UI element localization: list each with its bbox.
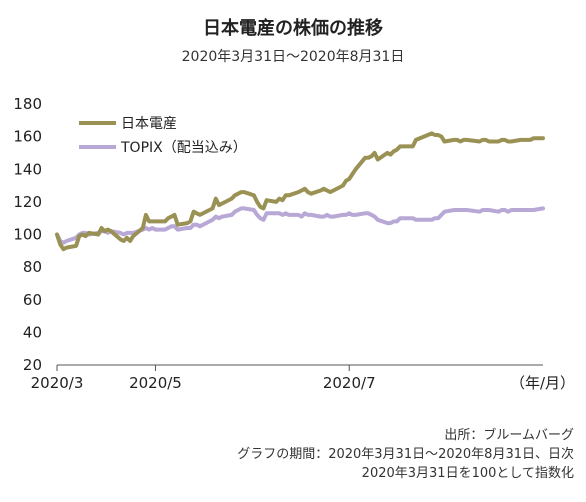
y-tick-label: 40	[23, 323, 42, 341]
y-axis: 20 40 60 80 100 120 140 160 180	[13, 95, 42, 374]
series-line	[55, 206, 545, 245]
x-tick-label: 2020/5	[129, 374, 182, 392]
series-lines	[55, 131, 545, 252]
source-notes: 出所：ブルームバーグ グラフの期間：2020年3月31日～2020年8月31日、…	[237, 426, 574, 483]
legend-label: 日本電産	[121, 116, 177, 132]
legend-label: TOPIX（配当込み）	[120, 140, 247, 156]
source-line: 出所：ブルームバーグ	[444, 428, 574, 443]
y-tick-label: 80	[23, 258, 42, 276]
x-tick-label: 2020/3	[31, 374, 84, 392]
y-tick-label: 180	[13, 95, 42, 113]
index-note-line: 2020年3月31日を100として指数化	[361, 466, 574, 481]
y-tick-label: 60	[23, 291, 42, 309]
y-tick-label: 160	[13, 128, 42, 146]
y-tick-label: 140	[13, 160, 42, 178]
y-tick-label: 20	[23, 356, 42, 374]
period-line: グラフの期間：2020年3月31日～2020年8月31日、日次	[237, 447, 574, 462]
x-tick-label: 2020/7	[323, 374, 376, 392]
y-tick-label: 100	[13, 226, 42, 244]
chart-subtitle: 2020年3月31日～2020年8月31日	[181, 49, 405, 65]
legend: 日本電産 TOPIX（配当込み）	[79, 116, 247, 156]
y-tick-label: 120	[13, 193, 42, 211]
x-axis-unit-label: （年/月）	[510, 374, 575, 392]
x-axis: 2020/3 2020/5 2020/7 （年/月）	[31, 364, 575, 392]
series-line	[55, 131, 545, 252]
chart-title: 日本電産の株価の推移	[203, 18, 383, 39]
